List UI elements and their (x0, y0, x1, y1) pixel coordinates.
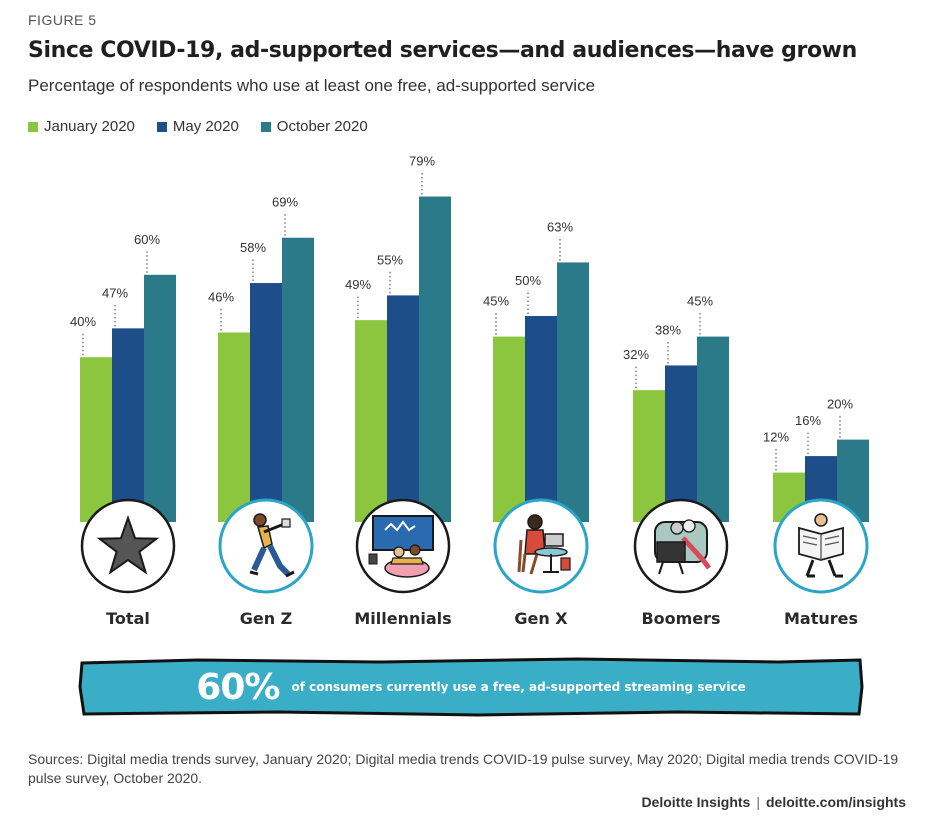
category-label: Total (106, 609, 150, 628)
legend-label-october: October 2020 (276, 118, 368, 135)
bar-group-total: 40% 47% 60% Total (70, 232, 176, 628)
bar-value-label: 50% (515, 273, 541, 288)
bar-chart: 40% 47% 60% Total 46% 58% 69% Gen Z 49% 55% 79% Mil… (70, 154, 869, 628)
bar-millennials-2 (419, 196, 451, 522)
category-label: Millennials (354, 609, 451, 628)
bar-value-label: 47% (102, 285, 128, 300)
bar-gen-x-2 (557, 262, 589, 522)
bar-total-1 (112, 328, 144, 522)
sources-note: Sources: Digital media trends survey, Ja… (28, 751, 899, 786)
bar-group-boomers: 32% 38% 45% Boomers (623, 294, 729, 628)
bar-value-label: 38% (655, 322, 681, 337)
bar-total-0 (80, 357, 112, 522)
bar-group-gen-x: 45% 50% 63% Gen X (483, 219, 589, 628)
category-label: Gen X (514, 609, 568, 628)
legend-item-january: January 2020 (28, 118, 135, 135)
bar-value-label: 12% (763, 430, 789, 445)
bar-boomers-0 (633, 390, 665, 522)
bar-value-label: 40% (70, 314, 96, 329)
bar-value-label: 45% (483, 294, 509, 309)
gen-z-dancer-icon (249, 513, 295, 578)
footer-url: deloitte.com/insights (765, 794, 906, 810)
legend-item-october: October 2020 (260, 118, 368, 135)
stat-banner: 60% of consumers currently use a free, a… (78, 657, 864, 717)
bar-value-label: 79% (409, 154, 435, 169)
boomers-tv-armchair-icon (654, 519, 711, 575)
gen-x-laptop-icon (517, 514, 571, 575)
bar-gen-x-1 (525, 316, 557, 522)
bar-group-gen-z: 46% 58% 69% Gen Z (208, 195, 314, 628)
banner-stat-value: 60% (196, 666, 280, 708)
banner-content: 60% of consumers currently use a free, a… (78, 657, 864, 717)
bar-gen-z-1 (250, 283, 282, 522)
bar-value-label: 58% (240, 240, 266, 255)
bar-gen-z-2 (282, 237, 314, 522)
bar-gen-z-0 (218, 332, 250, 522)
legend-label-january: January 2020 (44, 118, 135, 135)
bar-group-matures: 12% 16% 20% Matures (763, 397, 869, 628)
bar-millennials-0 (355, 320, 387, 522)
millennials-couch-tv-icon (368, 515, 434, 578)
footer: Deloitte Insights | deloitte.com/insights (641, 794, 906, 810)
banner-shape (78, 657, 864, 717)
category-label: Matures (784, 609, 858, 628)
bar-value-label: 46% (208, 289, 234, 304)
legend-swatch-may (156, 121, 167, 132)
bar-value-label: 63% (547, 219, 573, 234)
footer-separator: | (756, 794, 760, 810)
legend-label-may: May 2020 (172, 118, 239, 135)
chart-title: Since COVID-19, ad-supported services—an… (28, 38, 857, 63)
bar-value-label: 45% (687, 294, 713, 309)
bar-boomers-1 (665, 365, 697, 522)
bar-group-millennials: 49% 55% 79% Millennials (345, 154, 452, 628)
chart-subtitle: Percentage of respondents who use at lea… (28, 76, 596, 95)
bar-boomers-2 (697, 336, 729, 522)
matures-newspaper-icon (798, 513, 844, 578)
legend-swatch-october (260, 121, 271, 132)
bar-total-2 (144, 274, 176, 522)
bar-value-label: 55% (377, 252, 403, 267)
legend-item-may: May 2020 (156, 118, 239, 135)
bar-gen-x-0 (493, 336, 525, 522)
category-label: Boomers (641, 609, 720, 628)
banner-stat-text: of consumers currently use a free, ad-su… (291, 680, 746, 694)
bar-value-label: 49% (345, 277, 371, 292)
figure-label: FIGURE 5 (28, 12, 97, 28)
legend-swatch-january (28, 121, 38, 132)
bar-value-label: 16% (795, 413, 821, 428)
bar-value-label: 32% (623, 347, 649, 362)
legend: January 2020 May 2020 October 2020 (28, 118, 368, 135)
bar-millennials-1 (387, 295, 419, 522)
bar-value-label: 60% (134, 232, 160, 247)
bar-value-label: 20% (827, 397, 853, 412)
footer-brand: Deloitte Insights (641, 794, 751, 810)
star-icon (96, 514, 160, 575)
category-label: Gen Z (240, 609, 293, 628)
bar-value-label: 69% (272, 195, 298, 210)
